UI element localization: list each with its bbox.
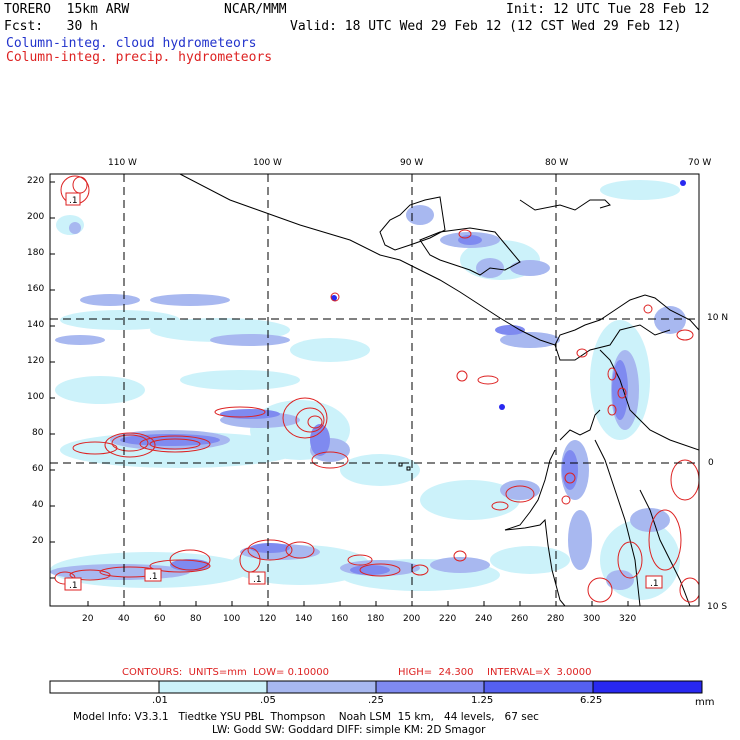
x-tick: 200 [403,614,421,624]
map-frame [49,173,700,607]
y-tick: 80 [32,428,44,438]
contour-label: .1 [69,581,78,591]
x-tick: 60 [154,614,166,624]
x-tick: 100 [223,614,241,624]
valid-time: Valid: 18 UTC Wed 29 Feb 12 (12 CST Wed … [290,19,682,34]
cloud-shading-max [331,180,686,410]
x-tick: 260 [511,614,529,624]
y-tick: 40 [32,500,44,510]
x-tick: 20 [82,614,94,624]
x-tick: 280 [547,614,565,624]
x-tick: 240 [475,614,493,624]
contour-interval: INTERVAL=X 3.0000 [487,667,592,678]
x-tick: 40 [118,614,130,624]
y-tick: 160 [27,284,45,294]
physics-info: LW: Godd SW: Goddard DIFF: simple KM: 2D… [212,724,486,736]
lat-label: 0 [708,458,714,468]
colorbar-unit: mm [695,697,715,708]
model-info: Model Info: V3.3.1 Tiedtke YSU PBL Thomp… [73,711,539,723]
lat-label: 10 N [707,313,729,323]
contour-label: .1 [253,575,262,585]
colorbar-tick: .01 [152,695,168,706]
y-tick: 140 [27,320,45,330]
lon-label: 100 W [253,158,282,168]
colorbar-tick: 1.25 [471,695,494,706]
y-tick: 120 [27,356,45,366]
lon-label: 70 W [688,158,712,168]
contour-high: HIGH= 24.300 [398,667,474,678]
map-plot-area [50,174,699,606]
colorbar-tick: .05 [260,695,276,706]
x-tick: 300 [583,614,601,624]
contour-label: .1 [69,196,78,206]
colorbar-tick: 6.25 [580,695,603,706]
lon-label: 110 W [108,158,137,168]
x-tick: 320 [619,614,637,624]
lon-label: 90 W [400,158,424,168]
x-tick: 180 [367,614,385,624]
x-tick: 220 [439,614,457,624]
contour-label: .1 [149,572,158,582]
org-label: NCAR/MMM [224,2,287,17]
y-tick: 100 [27,392,45,402]
x-tick: 140 [295,614,313,624]
colorbar [49,680,703,694]
contour-label: .1 [650,579,659,589]
axis-ticks [50,181,629,606]
cloud-field-label: Column-integ. cloud hydrometeors [6,36,257,51]
x-tick: 80 [190,614,202,624]
contour-labels: .1 .1 .1 .1 .1 [69,196,659,591]
model-title: TORERO 15km ARW [4,2,130,17]
precip-field-label: Column-integ. precip. hydrometeors [6,50,273,65]
y-tick: 180 [27,248,45,258]
y-tick: 200 [27,212,45,222]
forecast-hour: Fcst: 30 h [4,19,98,34]
init-time: Init: 12 UTC Tue 28 Feb 12 [506,2,710,17]
lat-label: 10 S [707,602,728,612]
lon-label: 80 W [545,158,569,168]
y-tick: 220 [27,176,45,186]
x-tick: 160 [331,614,349,624]
y-tick: 60 [32,464,44,474]
contour-label-boxes [64,192,663,591]
lat-lon-grid [50,174,699,606]
y-tick: 20 [32,536,44,546]
x-tick: 120 [259,614,277,624]
contour-info: CONTOURS: UNITS=mm LOW= 0.10000 [122,667,329,678]
colorbar-tick: .25 [368,695,384,706]
